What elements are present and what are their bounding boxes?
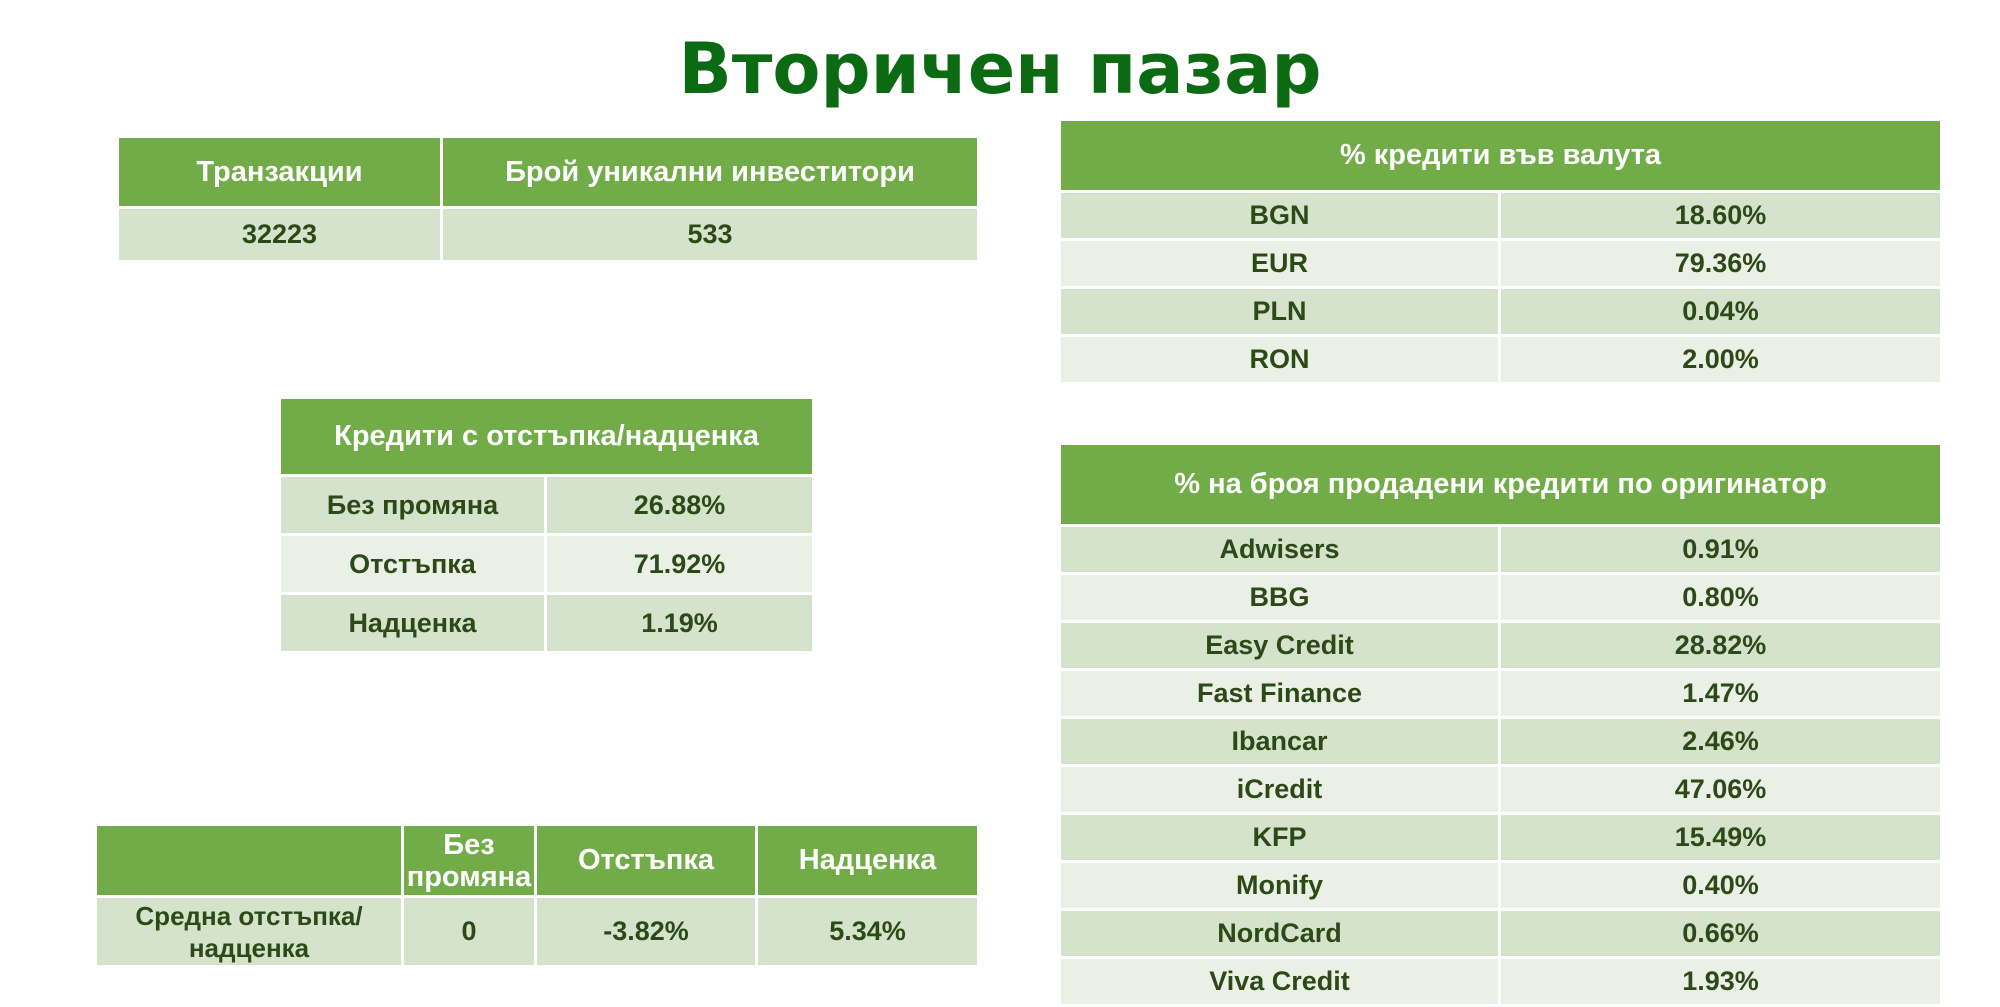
row-value: 0.40%	[1497, 860, 1944, 911]
row-value: 79.36%	[1498, 238, 1943, 289]
row-label: EUR	[1058, 238, 1501, 289]
discount-table-header: Кредити с отстъпка/надценка	[277, 396, 816, 477]
table-row: Ibancar 2.46%	[1058, 716, 1944, 767]
table-row: Adwisers 0.91%	[1058, 524, 1944, 575]
row-label: Без промяна	[278, 474, 547, 536]
value-markup: 5.34%	[755, 895, 980, 968]
value-no-change: 0	[401, 895, 537, 968]
row-label: RON	[1058, 334, 1501, 385]
row-value: 28.82%	[1497, 620, 1944, 671]
row-label: BGN	[1058, 190, 1501, 241]
row-label: Adwisers	[1058, 524, 1501, 575]
row-value: 18.60%	[1498, 190, 1943, 241]
row-value: 1.47%	[1497, 668, 1944, 719]
table-row: Средна отстъпка/надценка 0 -3.82% 5.34%	[94, 895, 980, 968]
row-value: 1.19%	[543, 592, 816, 654]
row-label: NordCard	[1058, 908, 1501, 959]
average-discount-table: Без промяна Отстъпка Надценка Средна отс…	[94, 823, 980, 968]
row-label: KFP	[1058, 812, 1501, 863]
row-value: 2.00%	[1498, 334, 1943, 385]
value-unique-investors: 533	[440, 206, 980, 263]
row-value: 0.66%	[1497, 908, 1944, 959]
row-value: 0.91%	[1497, 524, 1944, 575]
page-title: Вторичен пазар	[678, 28, 1322, 110]
table-row: Отстъпка 71.92%	[278, 533, 816, 595]
value-transactions: 32223	[116, 206, 443, 263]
discount-table: Кредити с отстъпка/надценка Без промяна …	[277, 396, 816, 654]
row-label: Ibancar	[1058, 716, 1501, 767]
table-row: BGN 18.60%	[1058, 190, 1943, 241]
table-row: Без промяна 26.88%	[278, 474, 816, 536]
header-no-change: Без промяна	[401, 823, 537, 898]
row-label: Monify	[1058, 860, 1501, 911]
header-empty	[94, 823, 404, 898]
row-label: Viva Credit	[1058, 956, 1501, 1007]
row-value: 0.80%	[1497, 572, 1944, 623]
row-label: BBG	[1058, 572, 1501, 623]
table-row: Easy Credit 28.82%	[1058, 620, 1944, 671]
header-unique-investors: Брой уникални инвеститори	[440, 135, 980, 209]
row-label: PLN	[1058, 286, 1501, 337]
table-row: Надценка 1.19%	[278, 592, 816, 654]
table-row: iCredit 47.06%	[1058, 764, 1944, 815]
table-row: RON 2.00%	[1058, 334, 1943, 385]
table-row: PLN 0.04%	[1058, 286, 1943, 337]
row-label: Fast Finance	[1058, 668, 1501, 719]
row-label: Easy Credit	[1058, 620, 1501, 671]
table-row: Fast Finance 1.47%	[1058, 668, 1944, 719]
row-label: Надценка	[278, 592, 547, 654]
row-value: 47.06%	[1497, 764, 1944, 815]
row-value: 1.93%	[1497, 956, 1944, 1007]
row-value: 0.04%	[1498, 286, 1943, 337]
table-row: Viva Credit 1.93%	[1058, 956, 1944, 1007]
table-row: EUR 79.36%	[1058, 238, 1943, 289]
transactions-table: Транзакции Брой уникални инвеститори 322…	[116, 135, 980, 263]
value-discount: -3.82%	[534, 895, 758, 968]
row-value: 71.92%	[543, 533, 816, 595]
table-row: BBG 0.80%	[1058, 572, 1944, 623]
row-label: iCredit	[1058, 764, 1501, 815]
table-row: Monify 0.40%	[1058, 860, 1944, 911]
row-label: Отстъпка	[278, 533, 547, 595]
table-row: NordCard 0.66%	[1058, 908, 1944, 959]
originator-table-header: % на броя продадени кредити по оригинато…	[1057, 442, 1944, 527]
currency-table-header: % кредити във валута	[1058, 118, 1943, 193]
header-transactions: Транзакции	[116, 135, 443, 209]
row-value: 2.46%	[1497, 716, 1944, 767]
table-row: KFP 15.49%	[1058, 812, 1944, 863]
header-discount: Отстъпка	[534, 823, 758, 898]
header-markup: Надценка	[755, 823, 980, 898]
originator-table: % на броя продадени кредити по оригинато…	[1057, 442, 1944, 1007]
row-value: 15.49%	[1497, 812, 1944, 863]
currency-table: % кредити във валута BGN 18.60% EUR 79.3…	[1058, 118, 1943, 385]
row-value: 26.88%	[543, 474, 816, 536]
row-label: Средна отстъпка/надценка	[94, 895, 404, 968]
